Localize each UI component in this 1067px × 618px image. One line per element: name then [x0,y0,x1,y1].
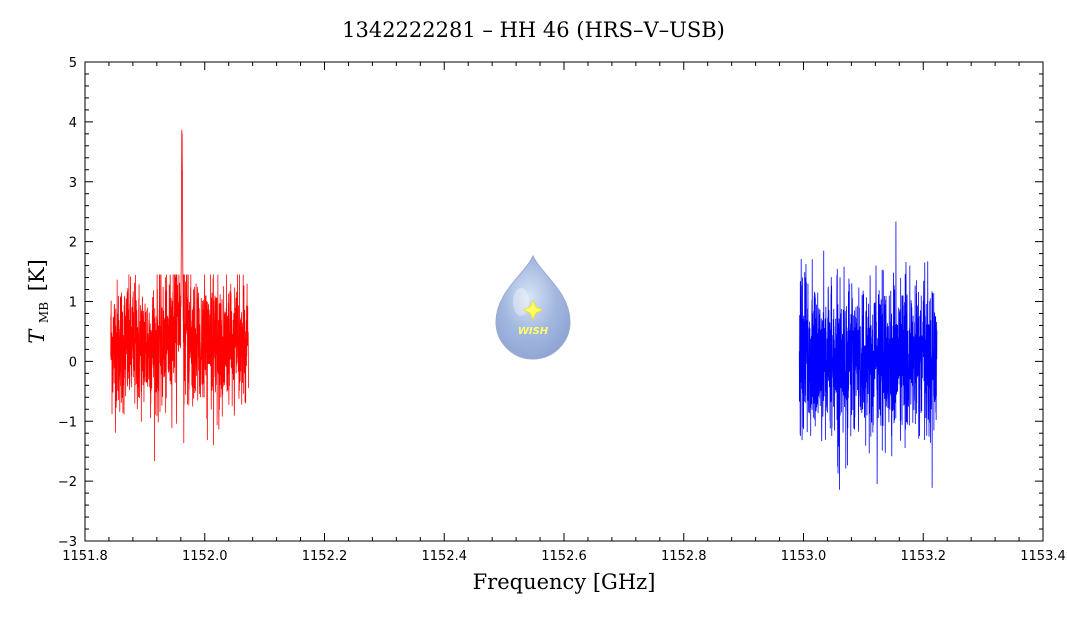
x-axis-label: Frequency [GHz] [473,570,656,594]
spectra [110,129,938,490]
y-tick-label: 2 [69,236,77,251]
y-tick-label: 5 [69,56,77,71]
x-tick-label: 1151.8 [62,549,108,564]
x-tick-label: 1152.4 [422,549,468,564]
x-tick-labels: 1151.8 1152.0 1152.2 1152.4 1152.6 1152.8 1153… [62,549,1066,564]
y-tick-label: −1 [58,415,77,430]
x-tick-label: 1152.6 [541,549,587,564]
y-tick-label: 0 [69,355,77,370]
y-tick-label: 4 [69,116,77,131]
logo-text: WISH [518,326,549,337]
y-axis-subscript: MB [37,302,51,323]
y-tick-label: 1 [69,296,77,311]
star-icon [523,300,543,320]
y-axis-symbol: T [25,328,49,344]
y-tick-label: −2 [58,475,77,490]
axis-ticks [84,61,1044,542]
y-tick-label: −3 [58,535,77,550]
y-axis-unit: [K] [25,259,49,291]
x-tick-label: 1152.8 [661,549,707,564]
spectrum-series-1 [110,129,249,462]
droplet-highlight [513,288,529,316]
y-axis-label: T MB [K] [25,259,53,344]
x-tick-label: 1152.0 [182,549,228,564]
y-tick-labels: −3 −2 −1 0 1 2 3 4 5 [58,56,77,550]
x-tick-label: 1153.4 [1020,549,1066,564]
x-tick-label: 1153.2 [901,549,947,564]
chart-title: 1342222281 – HH 46 (HRS–V–USB) [342,18,725,42]
x-tick-label: 1153.0 [781,549,827,564]
y-tick-label: 3 [69,176,77,191]
x-tick-label: 1152.2 [302,549,348,564]
spectrum-series-2 [798,221,938,490]
wish-logo: WISH [495,254,571,360]
